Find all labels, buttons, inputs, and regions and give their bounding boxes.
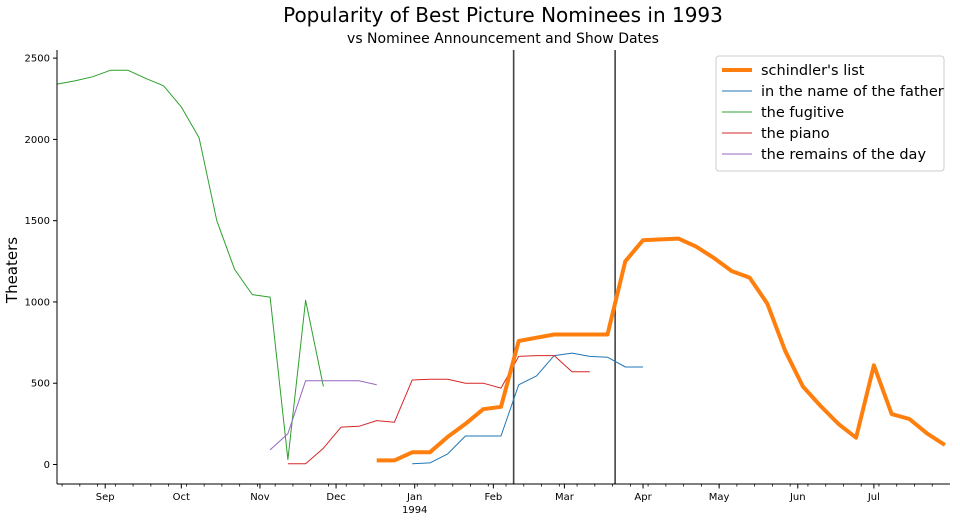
x-tick-label: May <box>709 492 730 503</box>
series-line-the-fugitive <box>56 69 324 461</box>
x-tick-label: Mar <box>555 492 575 503</box>
axes: 0 500 1000 1500 2000 2500 Sep Oct Nov Dec Jan 1994 F… <box>25 50 950 516</box>
legend-label: schindler's list <box>761 63 865 79</box>
legend-label: the remains of the day <box>761 147 926 163</box>
vertical-reference-lines <box>512 50 616 484</box>
x-tick-label: Jan <box>406 492 422 503</box>
y-tick-label: 2000 <box>25 135 50 146</box>
series-line-in-the-name-of-the-father <box>412 352 643 465</box>
series-line-the-piano <box>287 355 590 465</box>
x-tick-label: Jul <box>867 492 880 503</box>
legend-label: in the name of the father <box>761 84 944 100</box>
legend-label: the fugitive <box>761 105 844 121</box>
x-tick-label: Oct <box>173 492 190 503</box>
x-tick-label: Jun <box>789 492 806 503</box>
series-line-schindler-s-list <box>376 236 946 463</box>
y-tick-label: 0 <box>44 460 50 471</box>
x-tick-sublabel: 1994 <box>402 505 427 516</box>
chart-title: Popularity of Best Picture Nominees in 1… <box>283 3 723 27</box>
y-axis-label: Theaters <box>3 237 21 304</box>
x-tick-label: Sep <box>96 492 115 503</box>
y-tick-label: 1000 <box>25 297 50 308</box>
legend: schindler's list in the name of the fathe… <box>715 55 945 172</box>
y-tick-label: 500 <box>31 379 50 390</box>
x-tick-label: Feb <box>484 492 502 503</box>
legend-label: the piano <box>761 126 830 142</box>
legend-box <box>715 55 945 172</box>
chart-subtitle: vs Nominee Announcement and Show Dates <box>347 31 659 47</box>
x-tick-label: Dec <box>326 492 345 503</box>
x-tick-label: Apr <box>634 492 652 503</box>
y-tick-label: 1500 <box>25 216 50 227</box>
series-layer <box>56 69 946 465</box>
y-tick-label: 2500 <box>25 54 50 65</box>
x-tick-label: Nov <box>250 492 270 503</box>
series-line-the-remains-of-the-day <box>269 380 377 451</box>
